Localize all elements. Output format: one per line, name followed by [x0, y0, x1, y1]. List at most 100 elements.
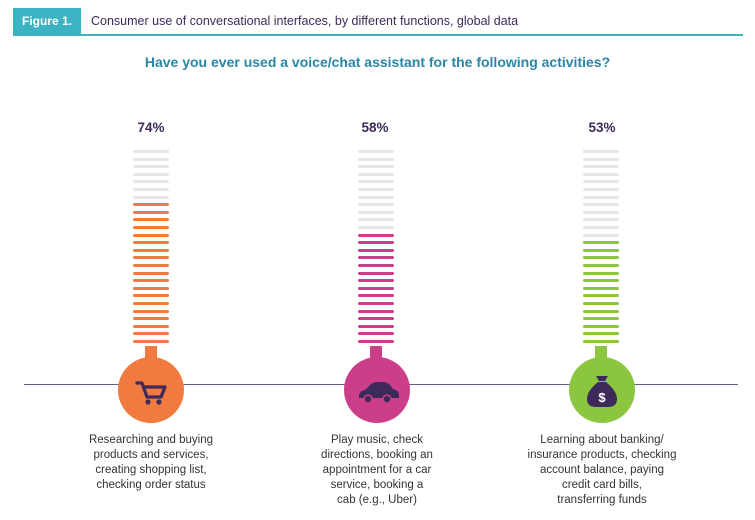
filled-bar-segment: [583, 241, 619, 245]
caption-line: cab (e.g., Uber): [337, 494, 417, 506]
filled-bar-segment: [133, 271, 169, 275]
filled-bar-segment: [583, 294, 619, 298]
filled-bar-segment: [583, 302, 619, 305]
filled-bar-segment: [358, 340, 394, 343]
filled-bar-segment: [583, 279, 619, 283]
empty-bar-segment: [358, 165, 394, 169]
filled-bar-segment: [358, 317, 394, 321]
empty-bar-segment: [133, 172, 169, 176]
empty-bar-segment: [358, 157, 394, 161]
filled-bar-segment: [358, 309, 394, 313]
filled-bar-segment: [583, 286, 619, 290]
empty-bar-segment: [583, 195, 619, 199]
caption-line: products and services,: [93, 449, 209, 461]
empty-bar-segment: [358, 180, 394, 184]
filled-bar-segment: [133, 241, 169, 245]
empty-bar-segment: [358, 226, 394, 229]
caption-line: insurance products, checking: [527, 449, 677, 461]
filled-bar-segment: [133, 226, 169, 229]
empty-bar-segment: [133, 157, 169, 161]
figure-title: Consumer use of conversational interface…: [91, 14, 519, 28]
filled-bar-segment: [583, 332, 619, 336]
empty-bar-segment: [358, 203, 394, 207]
shopping-cart-icon: [135, 381, 167, 405]
filled-bar-segment: [358, 256, 394, 260]
filled-bar-segment: [133, 233, 169, 237]
filled-bar-segment: [358, 279, 394, 283]
caption-line: creating shopping list,: [95, 464, 207, 476]
empty-bar-segment: [583, 157, 619, 161]
empty-bar-segment: [583, 150, 619, 153]
bar-stem: [145, 345, 157, 358]
filled-bar-segment: [583, 271, 619, 275]
caption-line: Play music, check: [330, 434, 424, 446]
filled-bar-segment: [133, 317, 169, 321]
filled-bar-segment: [133, 248, 169, 252]
caption-line: Researching and buying: [88, 434, 214, 446]
bulb-banking: $: [569, 357, 635, 423]
filled-bar-segment: [583, 309, 619, 313]
filled-bar-segment: [133, 286, 169, 290]
filled-bar-segment: [583, 248, 619, 252]
bulb-music: [344, 357, 410, 423]
caption-line: directions, booking an: [321, 449, 433, 461]
filled-bar-segment: [358, 271, 394, 275]
filled-bar-segment: [583, 317, 619, 321]
empty-bar-segment: [133, 150, 169, 153]
filled-bar-segment: [358, 286, 394, 290]
caption-banking: Learning about banking/ insurance produc…: [512, 433, 692, 508]
empty-bar-segment: [583, 226, 619, 229]
car-icon: [359, 382, 399, 404]
percent-label-banking: 53%: [588, 120, 616, 135]
empty-bar-segment: [358, 195, 394, 199]
filled-bar-segment: [583, 324, 619, 328]
filled-bar-segment: [358, 294, 394, 298]
empty-bar-segment: [133, 195, 169, 199]
caption-line: appointment for a car: [322, 464, 432, 476]
empty-bar-segment: [583, 203, 619, 207]
caption-research: Researching and buying products and serv…: [61, 433, 241, 493]
percent-label-research: 74%: [137, 120, 165, 135]
caption-line: credit card bills,: [562, 479, 642, 491]
empty-bar-segment: [358, 150, 394, 153]
empty-bar-segment: [358, 188, 394, 191]
bar-stem: [370, 345, 382, 358]
figure-tag: Figure 1.: [13, 8, 81, 34]
caption-line: checking order status: [96, 479, 206, 491]
percent-label-music: 58%: [361, 120, 389, 135]
bulb-research: [118, 357, 184, 423]
empty-bar-segment: [583, 233, 619, 237]
caption-line: transferring funds: [557, 494, 647, 506]
filled-bar-segment: [358, 264, 394, 267]
filled-bar-segment: [133, 218, 169, 222]
filled-bar-segment: [133, 279, 169, 283]
filled-bar-segment: [133, 309, 169, 313]
empty-bar-segment: [358, 210, 394, 214]
caption-line: service, booking a: [330, 479, 424, 491]
empty-bar-segment: [133, 165, 169, 169]
filled-bar-segment: [133, 256, 169, 260]
filled-bar-segment: [583, 264, 619, 267]
chart-title: Have you ever used a voice/chat assistan…: [144, 54, 611, 70]
bar-stem: [595, 345, 607, 358]
filled-bar-segment: [358, 248, 394, 252]
empty-bar-segment: [358, 172, 394, 176]
caption-music: Play music, check directions, booking an…: [287, 433, 467, 508]
caption-line: account balance, paying: [539, 464, 665, 476]
svg-text:$: $: [598, 390, 606, 405]
filled-bar-segment: [133, 294, 169, 298]
filled-bar-segment: [358, 241, 394, 245]
filled-bar-segment: [133, 332, 169, 336]
empty-bar-segment: [583, 165, 619, 169]
filled-bar-segment: [133, 210, 169, 214]
empty-bar-segment: [583, 180, 619, 184]
empty-bar-segment: [583, 172, 619, 176]
filled-bar-segment: [133, 340, 169, 343]
empty-bar-segment: [583, 210, 619, 214]
filled-bar-segment: [133, 203, 169, 207]
caption-line: Learning about banking/: [540, 434, 664, 446]
filled-bar-segment: [133, 264, 169, 267]
empty-bar-segment: [583, 188, 619, 191]
filled-bar-segment: [133, 324, 169, 328]
figure-header: Figure 1. Consumer use of conversational…: [13, 8, 743, 36]
